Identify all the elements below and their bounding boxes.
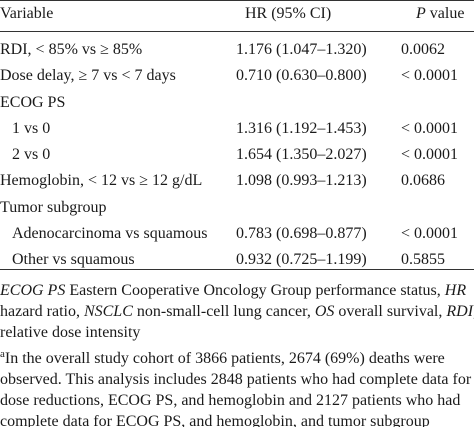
row-hr: 1.098 (0.993–1.213) [236, 172, 367, 189]
header-variable: Variable [0, 5, 54, 22]
abbrev-term: RDI [446, 303, 474, 320]
abbrev-term: HR [444, 282, 467, 299]
abbrev-line-1: ECOG PS Eastern Cooperative Oncology Gro… [0, 280, 474, 301]
row-variable: 2 vs 0 [12, 146, 51, 163]
row-p-value: < 0.0001 [401, 225, 459, 242]
header-p-value: P value [416, 5, 464, 23]
row-p-value: 0.0062 [401, 41, 445, 58]
abbrev-text: Eastern Cooperative Oncology Group perfo… [65, 282, 445, 299]
abbrev-text: hazard ratio, [0, 303, 84, 320]
row-hr: 1.316 (1.192–1.453) [236, 120, 367, 137]
row-variable: Adenocarcinoma vs squamous [12, 225, 208, 242]
row-variable: Tumor subgroup [0, 199, 107, 216]
abbrev-text: relative dose intensity [0, 324, 141, 341]
header-p-rest: value [425, 5, 465, 22]
header-p-italic: P [416, 5, 426, 22]
abbrev-term: ECOG PS [0, 282, 66, 299]
row-variable: Hemoglobin, < 12 vs ≥ 12 g/dL [0, 172, 203, 189]
note-line-3: dose reductions, ECOG PS, and hemoglobin… [0, 392, 461, 409]
row-variable: RDI, < 85% vs ≥ 85% [0, 41, 143, 58]
row-p-value: 0.5855 [401, 251, 445, 268]
header-hr: HR (95% CI) [245, 5, 332, 22]
note-line-4: complete data for ECOG PS, and hemoglobi… [0, 413, 430, 427]
row-hr: 0.932 (0.725–1.199) [236, 251, 367, 268]
row-variable: Other vs squamous [12, 251, 135, 268]
top-rule [0, 0, 474, 1]
footnote-marker: a [0, 348, 5, 360]
study-footnote: aIn the overall study cohort of 3866 pat… [0, 348, 474, 427]
abbrev-term: NSCLC [83, 303, 133, 320]
row-hr: 0.710 (0.630–0.800) [236, 67, 367, 84]
note-text: In the overall study cohort of 3866 pati… [4, 350, 445, 367]
row-hr: 1.176 (1.047–1.320) [236, 41, 367, 58]
abbrev-line-3: relative dose intensity [0, 322, 474, 343]
row-p-value: < 0.0001 [401, 120, 459, 137]
row-variable: Dose delay, ≥ 7 vs < 7 days [0, 67, 176, 84]
row-variable: 1 vs 0 [12, 120, 51, 137]
row-p-value: < 0.0001 [401, 67, 459, 84]
bottom-rule [0, 269, 474, 270]
note-line-2: observed. This analysis includes 2848 pa… [0, 371, 472, 388]
abbrev-term: OS [314, 303, 335, 320]
abbrev-line-2: hazard ratio, NSCLC non-small-cell lung … [0, 301, 474, 322]
header-rule [0, 31, 474, 32]
abbrev-text: non-small-cell lung cancer, [132, 303, 315, 320]
row-hr: 1.654 (1.350–2.027) [236, 146, 367, 163]
row-variable: ECOG PS [0, 94, 66, 111]
row-p-value: 0.0686 [401, 172, 445, 189]
abbreviations-footnote: ECOG PS Eastern Cooperative Oncology Gro… [0, 280, 474, 343]
note-line-1: aIn the overall study cohort of 3866 pat… [0, 348, 474, 369]
abbrev-text: overall survival, [334, 303, 447, 320]
row-hr: 0.783 (0.698–0.877) [236, 225, 367, 242]
row-p-value: < 0.0001 [401, 146, 459, 163]
